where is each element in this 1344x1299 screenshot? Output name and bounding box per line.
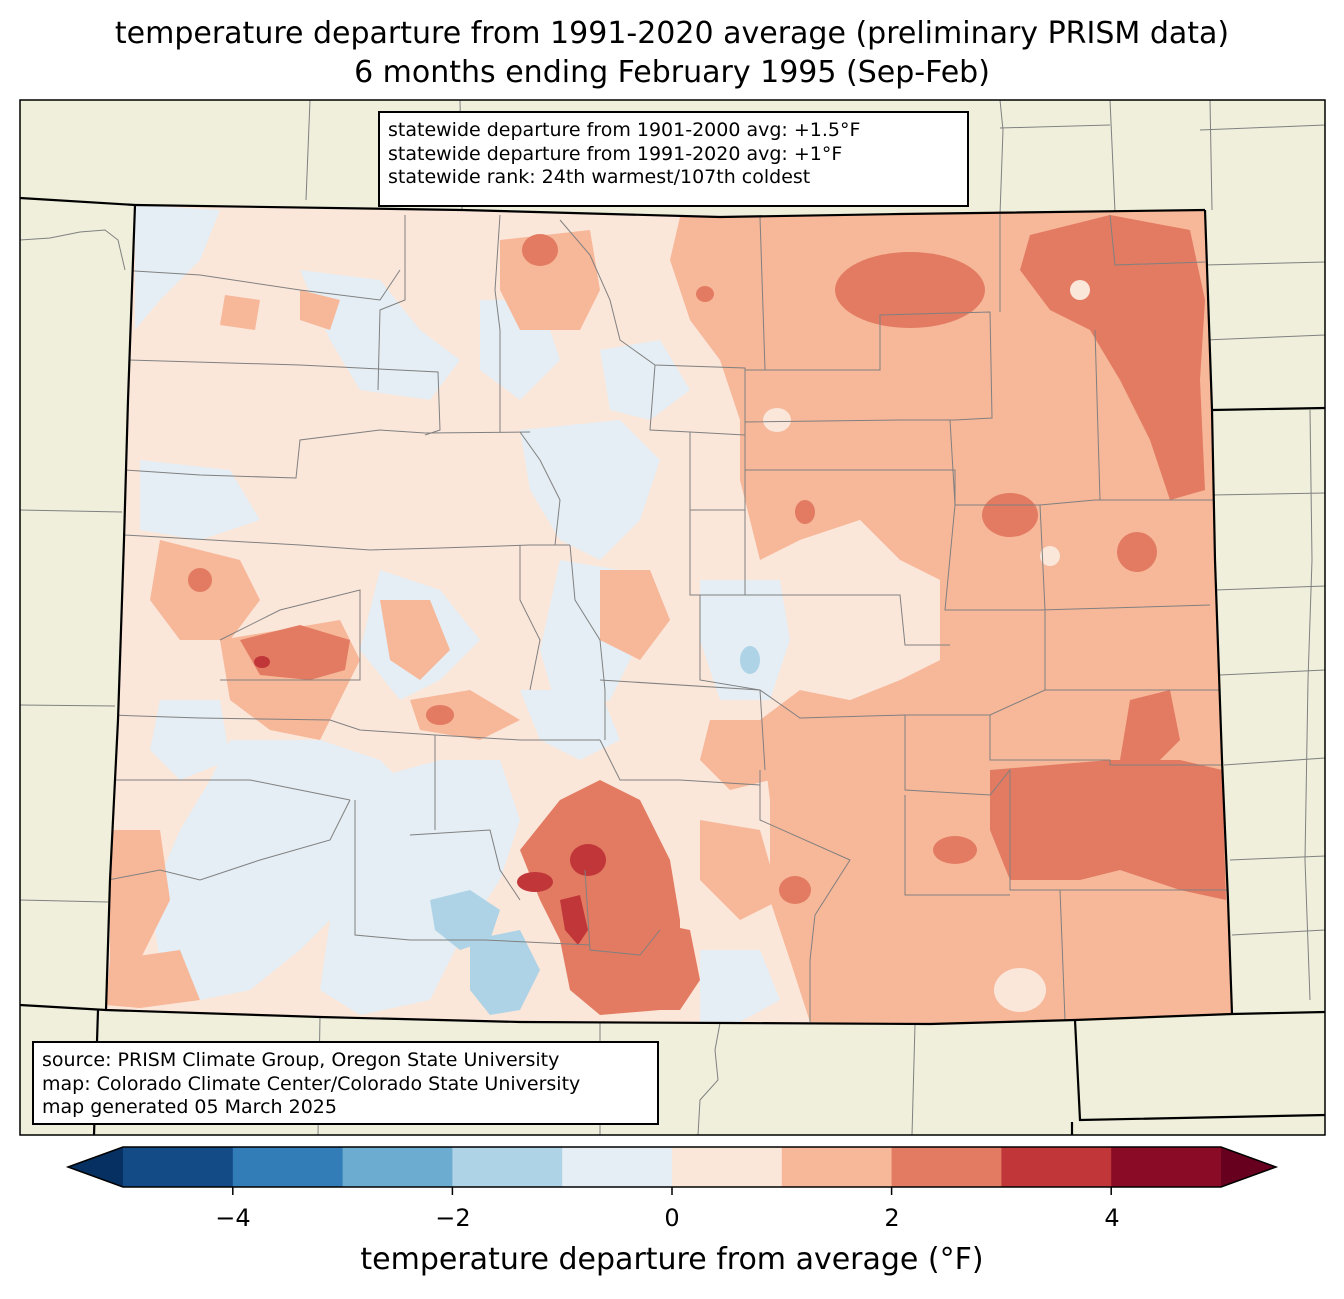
colorbar-tick-label: 0 <box>664 1204 680 1232</box>
map-title: temperature departure from 1991-2020 ave… <box>114 16 1230 51</box>
colorbar-tick-label: 2 <box>884 1204 900 1232</box>
map-subtitle: 6 months ending February 1995 (Sep-Feb) <box>354 55 990 90</box>
anomaly-2-to-3 <box>188 215 1226 1015</box>
stats-line-rank: statewide rank: 24th warmest/107th colde… <box>388 166 811 188</box>
stats-line-1991-2020: statewide departure from 1991-2020 avg: … <box>388 142 843 165</box>
colorbar-tick-label: −4 <box>215 1204 251 1232</box>
temperature-anomaly-field <box>106 205 1232 1024</box>
state-boundaries <box>20 196 1325 1135</box>
anomaly-0-to-1-patches <box>763 280 1090 1012</box>
source-line-prism: source: PRISM Climate Group, Oregon Stat… <box>42 1049 560 1071</box>
colorbar-label: temperature departure from average (°F) <box>360 1242 984 1277</box>
colorbar-tick-label: −2 <box>435 1204 471 1232</box>
source-line-map: map: Colorado Climate Center/Colorado St… <box>42 1072 581 1095</box>
colorbar-tick-label: 4 <box>1104 1204 1120 1232</box>
source-line-generated: map generated 05 March 2025 <box>42 1096 337 1118</box>
stats-line-1901-2000: statewide departure from 1901-2000 avg: … <box>388 119 861 141</box>
statewide-stats-box: statewide departure from 1901-2000 avg: … <box>378 111 969 207</box>
source-box: source: PRISM Climate Group, Oregon Stat… <box>32 1041 659 1125</box>
map-frame <box>19 99 1326 1136</box>
anomaly-minus2-to-minus1 <box>430 646 760 1015</box>
anomaly-3-to-4 <box>254 656 606 945</box>
county-boundaries <box>107 214 1228 1022</box>
